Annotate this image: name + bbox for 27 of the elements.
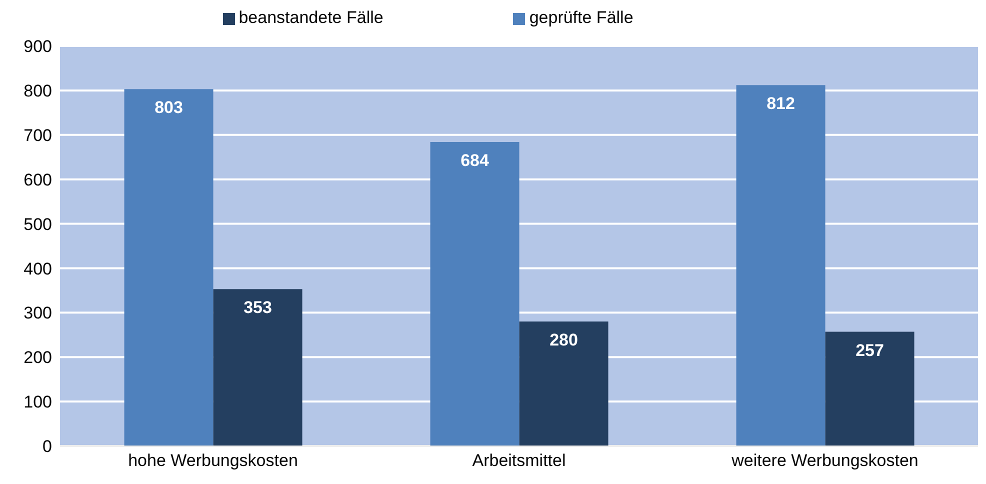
x-tick-label: Arbeitsmittel — [472, 451, 566, 470]
x-tick-label: hohe Werbungskosten — [128, 451, 298, 470]
y-tick-label: 200 — [24, 348, 52, 368]
y-tick-label: 300 — [24, 304, 52, 323]
y-tick-label: 500 — [24, 214, 52, 234]
data-label: 280 — [550, 330, 578, 350]
data-label: 803 — [154, 98, 183, 118]
y-tick-label: 800 — [24, 81, 52, 100]
data-label: 353 — [244, 298, 272, 318]
bar — [825, 332, 914, 446]
x-tick-label: weitere Werbungskosten — [730, 451, 918, 470]
y-tick-label: 900 — [24, 37, 52, 56]
data-label: 684 — [460, 151, 490, 170]
bar — [124, 89, 214, 446]
bar — [213, 289, 302, 446]
legend-label: beanstandete Fälle — [238, 8, 384, 27]
y-tick-label: 0 — [42, 437, 52, 456]
data-label: 812 — [766, 94, 795, 114]
bar — [736, 85, 826, 446]
y-tick-label: 400 — [24, 259, 52, 278]
legend-label: geprüfte Fälle — [529, 8, 634, 27]
bar — [430, 142, 520, 446]
y-tick-label: 600 — [24, 170, 52, 190]
data-label: 257 — [856, 340, 884, 360]
y-tick-label: 100 — [24, 392, 52, 412]
y-tick-label: 700 — [24, 126, 52, 145]
bar — [519, 322, 608, 446]
